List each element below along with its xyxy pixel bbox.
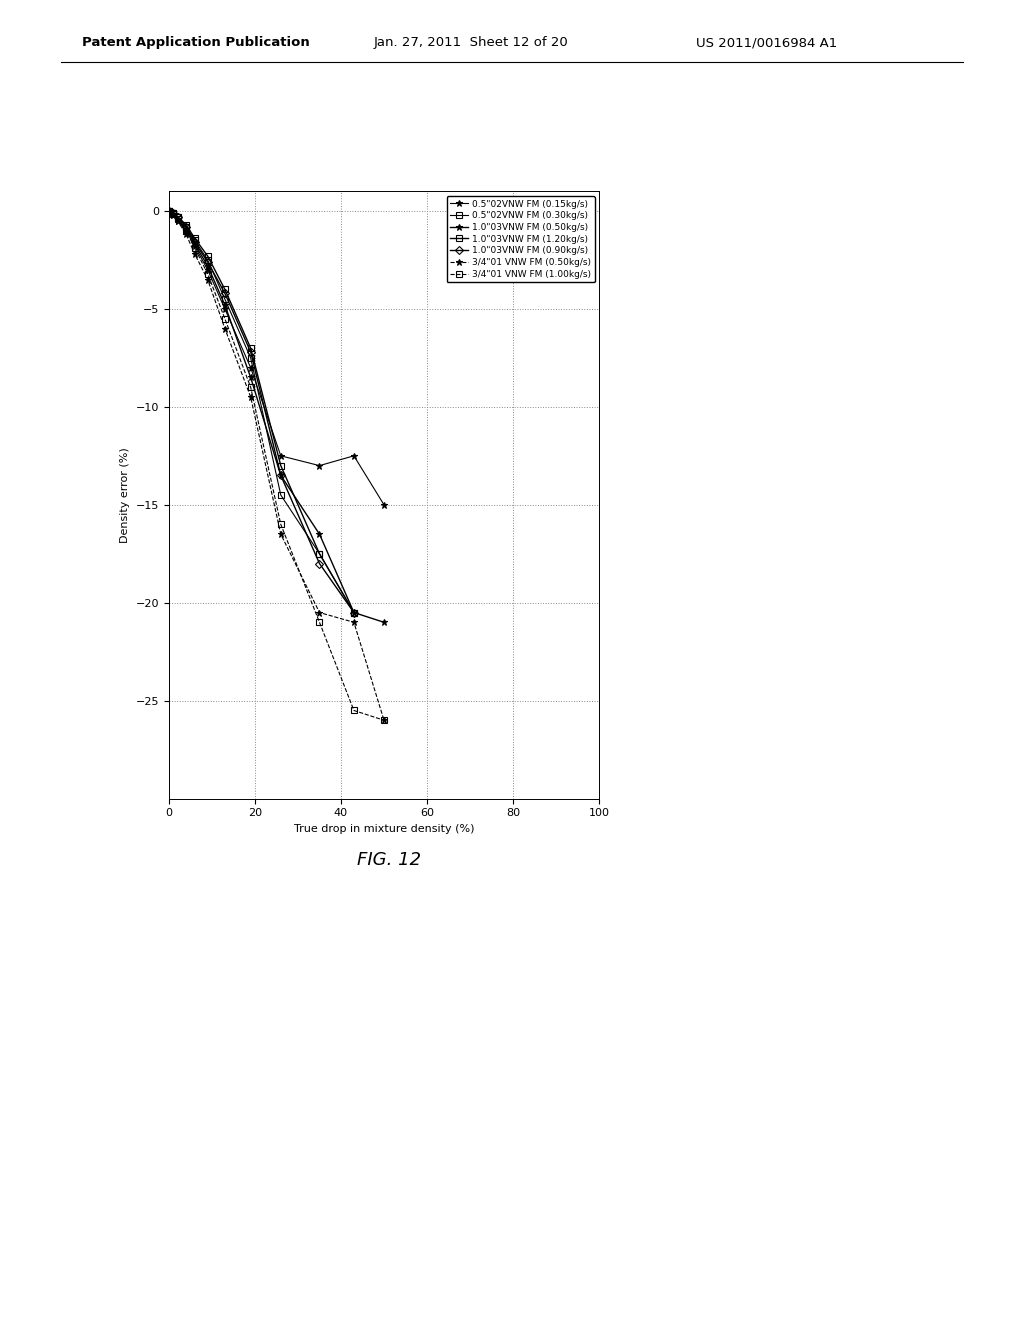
1.0"03VNW FM (0.50kg/s) [180, 220, 193, 236]
0.5"02VNW FM (0.15kg/s) [180, 223, 193, 239]
1.0"03VNW FM (1.20kg/s) [163, 203, 175, 219]
0.5"02VNW FM (0.15kg/s) [313, 458, 326, 474]
3/4"01 VNW FM (1.00kg/s) [348, 702, 360, 718]
3/4"01 VNW FM (0.50kg/s) [167, 207, 179, 223]
0.5"02VNW FM (0.15kg/s) [171, 213, 183, 228]
3/4"01 VNW FM (0.50kg/s) [188, 246, 201, 261]
0.5"02VNW FM (0.30kg/s) [274, 487, 287, 503]
1.0"03VNW FM (0.50kg/s) [245, 370, 257, 385]
1.0"03VNW FM (0.90kg/s) [313, 556, 326, 572]
Text: Jan. 27, 2011  Sheet 12 of 20: Jan. 27, 2011 Sheet 12 of 20 [374, 36, 568, 49]
0.5"02VNW FM (0.30kg/s) [163, 203, 175, 219]
Line: 3/4"01 VNW FM (0.50kg/s): 3/4"01 VNW FM (0.50kg/s) [166, 207, 387, 723]
1.0"03VNW FM (0.90kg/s) [163, 203, 175, 219]
0.5"02VNW FM (0.15kg/s) [245, 360, 257, 376]
1.0"03VNW FM (0.90kg/s) [171, 209, 183, 224]
3/4"01 VNW FM (1.00kg/s) [171, 211, 183, 227]
1.0"03VNW FM (0.50kg/s) [378, 614, 390, 630]
3/4"01 VNW FM (1.00kg/s) [163, 203, 175, 219]
3/4"01 VNW FM (0.50kg/s) [171, 213, 183, 228]
1.0"03VNW FM (0.50kg/s) [313, 527, 326, 543]
1.0"03VNW FM (0.90kg/s) [188, 235, 201, 251]
1.0"03VNW FM (0.50kg/s) [171, 211, 183, 227]
0.5"02VNW FM (0.30kg/s) [188, 232, 201, 248]
3/4"01 VNW FM (0.50kg/s) [313, 605, 326, 620]
Legend: 0.5"02VNW FM (0.15kg/s), 0.5"02VNW FM (0.30kg/s), 1.0"03VNW FM (0.50kg/s), 1.0"0: 0.5"02VNW FM (0.15kg/s), 0.5"02VNW FM (0… [446, 195, 595, 282]
Text: US 2011/0016984 A1: US 2011/0016984 A1 [696, 36, 838, 49]
3/4"01 VNW FM (1.00kg/s) [274, 516, 287, 532]
1.0"03VNW FM (0.90kg/s) [167, 205, 179, 220]
1.0"03VNW FM (1.20kg/s) [188, 231, 201, 247]
0.5"02VNW FM (0.30kg/s) [313, 546, 326, 562]
3/4"01 VNW FM (0.50kg/s) [378, 713, 390, 729]
0.5"02VNW FM (0.30kg/s) [202, 252, 214, 268]
3/4"01 VNW FM (1.00kg/s) [313, 614, 326, 630]
1.0"03VNW FM (0.90kg/s) [348, 605, 360, 620]
1.0"03VNW FM (0.50kg/s) [202, 257, 214, 273]
3/4"01 VNW FM (0.50kg/s) [180, 227, 193, 243]
3/4"01 VNW FM (1.00kg/s) [188, 240, 201, 256]
1.0"03VNW FM (1.20kg/s) [171, 209, 183, 224]
3/4"01 VNW FM (1.00kg/s) [180, 223, 193, 239]
1.0"03VNW FM (1.20kg/s) [167, 205, 179, 220]
0.5"02VNW FM (0.30kg/s) [219, 292, 231, 308]
Line: 0.5"02VNW FM (0.15kg/s): 0.5"02VNW FM (0.15kg/s) [166, 207, 387, 508]
0.5"02VNW FM (0.15kg/s) [202, 261, 214, 277]
0.5"02VNW FM (0.15kg/s) [188, 239, 201, 255]
1.0"03VNW FM (0.90kg/s) [180, 219, 193, 235]
0.5"02VNW FM (0.30kg/s) [348, 605, 360, 620]
0.5"02VNW FM (0.30kg/s) [180, 219, 193, 235]
1.0"03VNW FM (0.90kg/s) [274, 467, 287, 483]
0.5"02VNW FM (0.15kg/s) [167, 207, 179, 223]
0.5"02VNW FM (0.15kg/s) [219, 301, 231, 317]
1.0"03VNW FM (0.50kg/s) [348, 605, 360, 620]
1.0"03VNW FM (1.20kg/s) [245, 341, 257, 356]
1.0"03VNW FM (0.50kg/s) [274, 467, 287, 483]
3/4"01 VNW FM (1.00kg/s) [245, 379, 257, 395]
1.0"03VNW FM (1.20kg/s) [180, 216, 193, 232]
0.5"02VNW FM (0.30kg/s) [171, 209, 183, 224]
0.5"02VNW FM (0.15kg/s) [274, 447, 287, 463]
3/4"01 VNW FM (1.00kg/s) [219, 310, 231, 326]
3/4"01 VNW FM (0.50kg/s) [202, 272, 214, 288]
1.0"03VNW FM (0.50kg/s) [188, 236, 201, 252]
3/4"01 VNW FM (1.00kg/s) [202, 265, 214, 281]
3/4"01 VNW FM (0.50kg/s) [163, 203, 175, 219]
1.0"03VNW FM (1.20kg/s) [313, 546, 326, 562]
1.0"03VNW FM (1.20kg/s) [274, 458, 287, 474]
1.0"03VNW FM (0.90kg/s) [245, 345, 257, 360]
3/4"01 VNW FM (1.00kg/s) [378, 713, 390, 729]
1.0"03VNW FM (0.50kg/s) [167, 206, 179, 222]
1.0"03VNW FM (0.50kg/s) [163, 203, 175, 219]
Line: 1.0"03VNW FM (0.90kg/s): 1.0"03VNW FM (0.90kg/s) [166, 209, 356, 615]
1.0"03VNW FM (1.20kg/s) [348, 605, 360, 620]
3/4"01 VNW FM (0.50kg/s) [219, 321, 231, 337]
3/4"01 VNW FM (0.50kg/s) [348, 614, 360, 630]
Line: 3/4"01 VNW FM (1.00kg/s): 3/4"01 VNW FM (1.00kg/s) [166, 209, 387, 723]
1.0"03VNW FM (1.20kg/s) [202, 248, 214, 264]
0.5"02VNW FM (0.30kg/s) [245, 350, 257, 366]
Line: 1.0"03VNW FM (1.20kg/s): 1.0"03VNW FM (1.20kg/s) [166, 209, 356, 615]
Line: 1.0"03VNW FM (0.50kg/s): 1.0"03VNW FM (0.50kg/s) [166, 207, 387, 626]
3/4"01 VNW FM (0.50kg/s) [274, 527, 287, 543]
Line: 0.5"02VNW FM (0.30kg/s): 0.5"02VNW FM (0.30kg/s) [166, 209, 356, 615]
0.5"02VNW FM (0.15kg/s) [348, 447, 360, 463]
Text: Patent Application Publication: Patent Application Publication [82, 36, 309, 49]
1.0"03VNW FM (0.50kg/s) [219, 297, 231, 313]
1.0"03VNW FM (0.90kg/s) [219, 285, 231, 301]
0.5"02VNW FM (0.30kg/s) [167, 205, 179, 220]
3/4"01 VNW FM (0.50kg/s) [245, 389, 257, 405]
3/4"01 VNW FM (1.00kg/s) [167, 206, 179, 222]
0.5"02VNW FM (0.15kg/s) [378, 496, 390, 512]
Y-axis label: Density error (%): Density error (%) [120, 447, 130, 543]
0.5"02VNW FM (0.15kg/s) [163, 203, 175, 219]
X-axis label: True drop in mixture density (%): True drop in mixture density (%) [294, 824, 474, 834]
1.0"03VNW FM (1.20kg/s) [219, 281, 231, 297]
Text: FIG. 12: FIG. 12 [357, 850, 421, 869]
1.0"03VNW FM (0.90kg/s) [202, 253, 214, 269]
